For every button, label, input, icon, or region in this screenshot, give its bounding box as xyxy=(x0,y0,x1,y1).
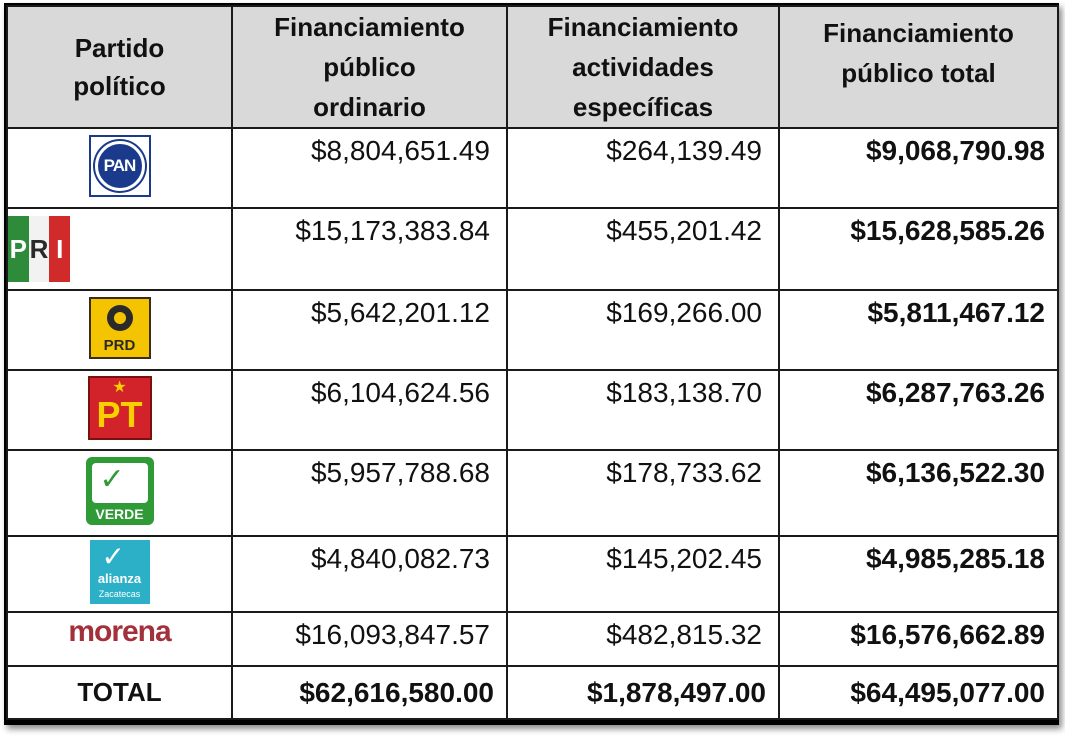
table-row: ★ PT $6,104,624.56 $183,138.70 $6,287,76… xyxy=(6,369,1059,451)
party-cell-prd: PRD xyxy=(6,289,233,371)
table-row: PRD $5,642,201.12 $169,266.00 $5,811,467… xyxy=(6,289,1059,371)
specific-value: $455,201.42 xyxy=(506,207,780,291)
financing-table: Partido político Financiamiento público … xyxy=(6,5,1059,720)
star-icon: ★ xyxy=(112,378,127,396)
pt-logo: ★ PT xyxy=(87,375,152,440)
header-party-line1: Partido xyxy=(74,33,165,63)
alianza-logo: ✓ alianza Zacatecas xyxy=(89,539,150,604)
table-row: morena $16,093,847.57 $482,815.32 $16,57… xyxy=(6,611,1059,667)
specific-value: $169,266.00 xyxy=(506,289,780,371)
total-value: $9,068,790.98 xyxy=(778,127,1059,209)
prd-logo-text: PRD xyxy=(103,336,136,354)
alianza-logo-text: alianza xyxy=(97,570,142,586)
grand-total-value: $64,495,077.00 xyxy=(778,665,1059,720)
ordinary-value: $5,957,788.68 xyxy=(231,449,508,537)
check-icon: ✓ xyxy=(99,462,125,496)
total-value: $6,136,522.30 xyxy=(778,449,1059,537)
header-specific-line3: específicas xyxy=(572,92,714,122)
sun-icon xyxy=(106,304,133,331)
total-row: TOTAL $62,616,580.00 $1,878,497.00 $64,4… xyxy=(6,665,1059,720)
ordinary-value: $4,840,082.73 xyxy=(231,535,508,613)
header-party-line2: político xyxy=(73,71,166,101)
total-value: $5,811,467.12 xyxy=(778,289,1059,371)
party-cell-pan: PAN xyxy=(6,127,233,209)
party-cell-verde: ✓ VERDE xyxy=(6,449,233,537)
alianza-logo-subtext: Zacatecas xyxy=(98,588,141,599)
total-value: $16,576,662.89 xyxy=(778,611,1059,667)
header-ordinary-line3: ordinario xyxy=(313,92,426,122)
total-ordinary-value: $62,616,580.00 xyxy=(231,665,508,720)
specific-value: $178,733.62 xyxy=(506,449,780,537)
prd-logo: PRD xyxy=(88,296,151,359)
header-ordinary-line2: público xyxy=(323,52,416,82)
total-value: $6,287,763.26 xyxy=(778,369,1059,451)
header-total-line1: Financiamiento xyxy=(823,18,1014,48)
header-row: Partido político Financiamiento público … xyxy=(6,5,1059,129)
party-cell-alianza: ✓ alianza Zacatecas xyxy=(6,535,233,613)
header-total-line2: público total xyxy=(841,58,996,88)
ordinary-value: $15,173,383.84 xyxy=(231,207,508,291)
header-ordinary-line1: Financiamiento xyxy=(274,12,465,42)
header-total: Financiamiento público total xyxy=(778,5,1059,129)
pan-logo: PAN xyxy=(88,134,151,197)
table-row: PAN $8,804,651.49 $264,139.49 $9,068,790… xyxy=(6,127,1059,209)
ordinary-value: $5,642,201.12 xyxy=(231,289,508,371)
total-value: $4,985,285.18 xyxy=(778,535,1059,613)
specific-value: $482,815.32 xyxy=(506,611,780,667)
specific-value: $183,138.70 xyxy=(506,369,780,451)
verde-logo: ✓ VERDE xyxy=(85,456,154,525)
header-ordinary: Financiamiento público ordinario xyxy=(231,5,508,129)
table-row: ✓ alianza Zacatecas $4,840,082.73 $145,2… xyxy=(6,535,1059,613)
ordinary-value: $8,804,651.49 xyxy=(231,127,508,209)
header-party: Partido político xyxy=(6,5,233,129)
morena-logo: morena xyxy=(68,615,171,648)
table-row: ✓ VERDE $5,957,788.68 $178,733.62 $6,136… xyxy=(6,449,1059,537)
header-specific-line2: actividades xyxy=(572,52,714,82)
ordinary-value: $6,104,624.56 xyxy=(231,369,508,451)
specific-value: $264,139.49 xyxy=(506,127,780,209)
ordinary-value: $16,093,847.57 xyxy=(231,611,508,667)
party-cell-morena: morena xyxy=(6,611,233,667)
header-specific: Financiamiento actividades específicas xyxy=(506,5,780,129)
total-specific-value: $1,878,497.00 xyxy=(506,665,780,720)
total-value: $15,628,585.26 xyxy=(778,207,1059,291)
pan-logo-text: PAN xyxy=(103,155,137,175)
header-specific-line1: Financiamiento xyxy=(547,12,739,42)
check-icon: ✓ xyxy=(101,540,125,572)
party-cell-pt: ★ PT xyxy=(6,369,233,451)
total-label: TOTAL xyxy=(6,665,233,720)
verde-logo-text: VERDE xyxy=(95,505,144,522)
specific-value: $145,202.45 xyxy=(506,535,780,613)
pt-logo-text: PT xyxy=(96,393,143,435)
